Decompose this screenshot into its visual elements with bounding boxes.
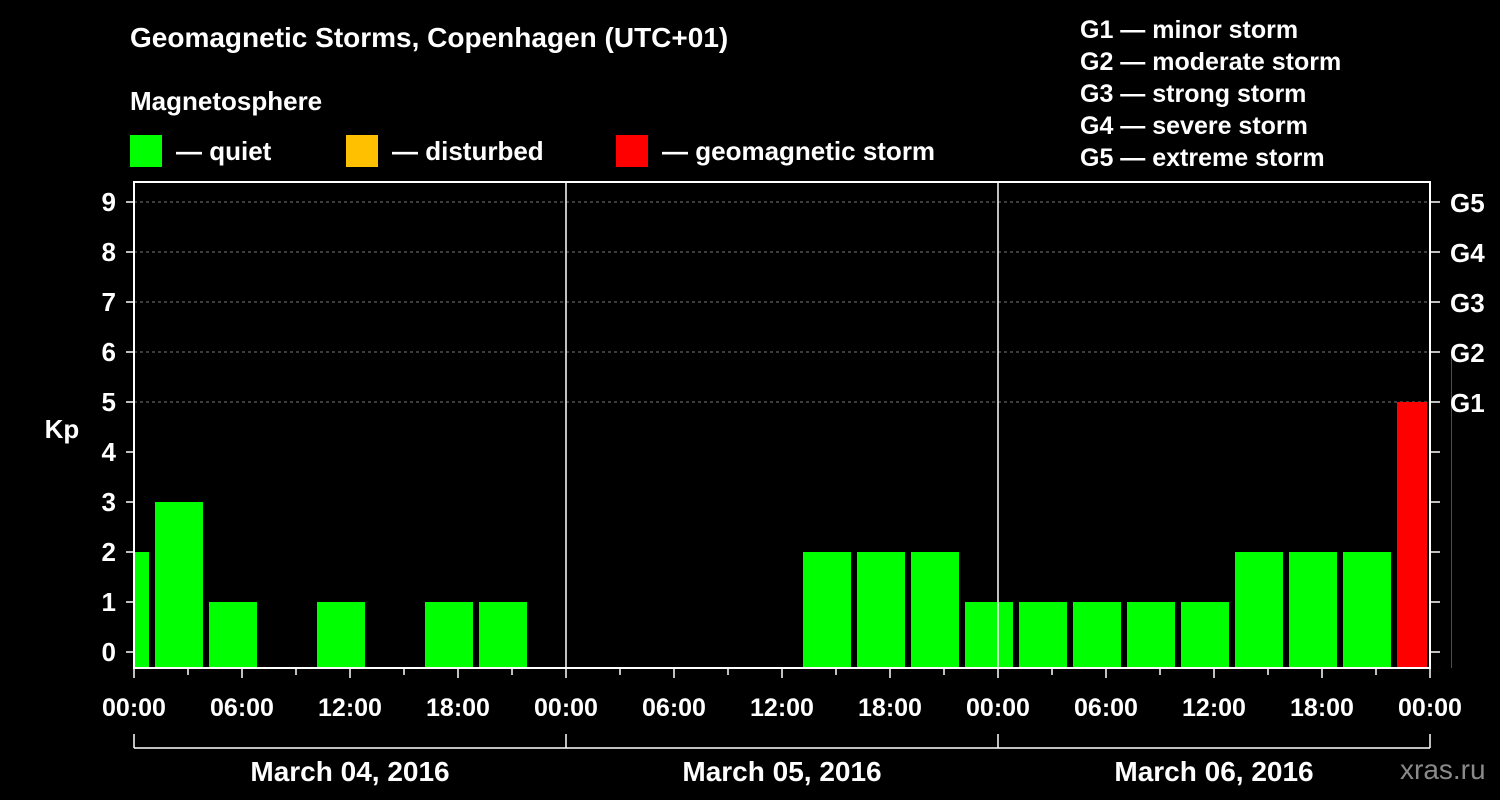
legend-storm-swatch — [616, 135, 648, 167]
y-tick-label: 2 — [102, 537, 116, 567]
x-tick-label: 12:00 — [750, 694, 814, 722]
x-tick-label: 18:00 — [1290, 694, 1354, 722]
right-tick-label: G2 — [1450, 338, 1485, 368]
x-tick-label: 00:00 — [1398, 694, 1462, 722]
x-tick-label: 12:00 — [318, 694, 382, 722]
storm-scale-g5: G5 — extreme storm — [1080, 144, 1325, 172]
magnetosphere-heading: Magnetosphere — [130, 86, 323, 116]
watermark: xras.ru — [1400, 754, 1486, 785]
storm-scale-g3: G3 — strong storm — [1080, 80, 1307, 108]
day-label: March 05, 2016 — [682, 756, 881, 787]
y-tick-label: 8 — [102, 237, 116, 267]
storm-scale-g1: G1 — minor storm — [1080, 16, 1299, 44]
kp-bar — [857, 552, 905, 668]
x-tick-label: 18:00 — [858, 694, 922, 722]
kp-bar — [1289, 552, 1337, 668]
day-label: March 06, 2016 — [1114, 756, 1313, 787]
kp-bar — [135, 552, 149, 668]
kp-bar — [1451, 352, 1452, 668]
kp-bar — [1127, 602, 1175, 668]
right-tick-label: G5 — [1450, 188, 1485, 218]
legend-storm: — geomagnetic storm — [616, 134, 935, 168]
x-tick-label: 00:00 — [102, 694, 166, 722]
y-tick-label: 9 — [102, 187, 116, 217]
kp-bar — [1397, 402, 1427, 668]
x-tick-label: 06:00 — [210, 694, 274, 722]
y-tick-label: 3 — [102, 487, 116, 517]
y-tick-label: 4 — [102, 437, 117, 467]
kp-bar — [911, 552, 959, 668]
x-tick-label: 06:00 — [642, 694, 706, 722]
kp-bar — [317, 602, 365, 668]
storm-scale-g2: G2 — moderate storm — [1080, 48, 1342, 76]
legend-quiet-swatch — [130, 135, 162, 167]
y-tick-label: 6 — [102, 337, 116, 367]
y-tick-label: 0 — [102, 637, 116, 667]
day-label: March 04, 2016 — [250, 756, 449, 787]
y-tick-label: 7 — [102, 287, 116, 317]
kp-bar — [1235, 552, 1283, 668]
legend-disturbed-label: — disturbed — [392, 135, 544, 166]
legend-quiet-label: — quiet — [176, 135, 272, 166]
chart-title: Geomagnetic Storms, Copenhagen (UTC+01) — [130, 22, 729, 53]
right-tick-label: G3 — [1450, 288, 1485, 318]
legend-quiet: — quiet — [130, 134, 271, 168]
legend-disturbed: — disturbed — [346, 134, 544, 168]
storm-scale-g4: G4 — severe storm — [1080, 112, 1308, 140]
x-tick-label: 12:00 — [1182, 694, 1246, 722]
x-tick-label: 00:00 — [534, 694, 598, 722]
x-tick-label: 06:00 — [1074, 694, 1138, 722]
legend-storm-label: — geomagnetic storm — [662, 135, 936, 166]
right-tick-label: G4 — [1450, 238, 1485, 268]
kp-bar — [155, 502, 203, 668]
kp-bar — [479, 602, 527, 668]
kp-bar — [803, 552, 851, 668]
right-tick-label: G1 — [1450, 388, 1485, 418]
kp-bar — [1181, 602, 1229, 668]
kp-bar — [425, 602, 473, 668]
kp-bar — [1343, 552, 1391, 668]
legend-disturbed-swatch — [346, 135, 378, 167]
y-tick-label: 5 — [102, 387, 116, 417]
x-tick-label: 18:00 — [426, 694, 490, 722]
kp-bar — [1019, 602, 1067, 668]
x-tick-label: 00:00 — [966, 694, 1030, 722]
y-axis-label: Kp — [45, 414, 80, 444]
kp-bar — [1073, 602, 1121, 668]
y-tick-label: 1 — [102, 587, 116, 617]
storm-scale-legend: G1 — minor storm G2 — moderate storm G3 … — [1080, 14, 1341, 174]
kp-bar — [209, 602, 257, 668]
kp-bar — [965, 602, 1013, 668]
